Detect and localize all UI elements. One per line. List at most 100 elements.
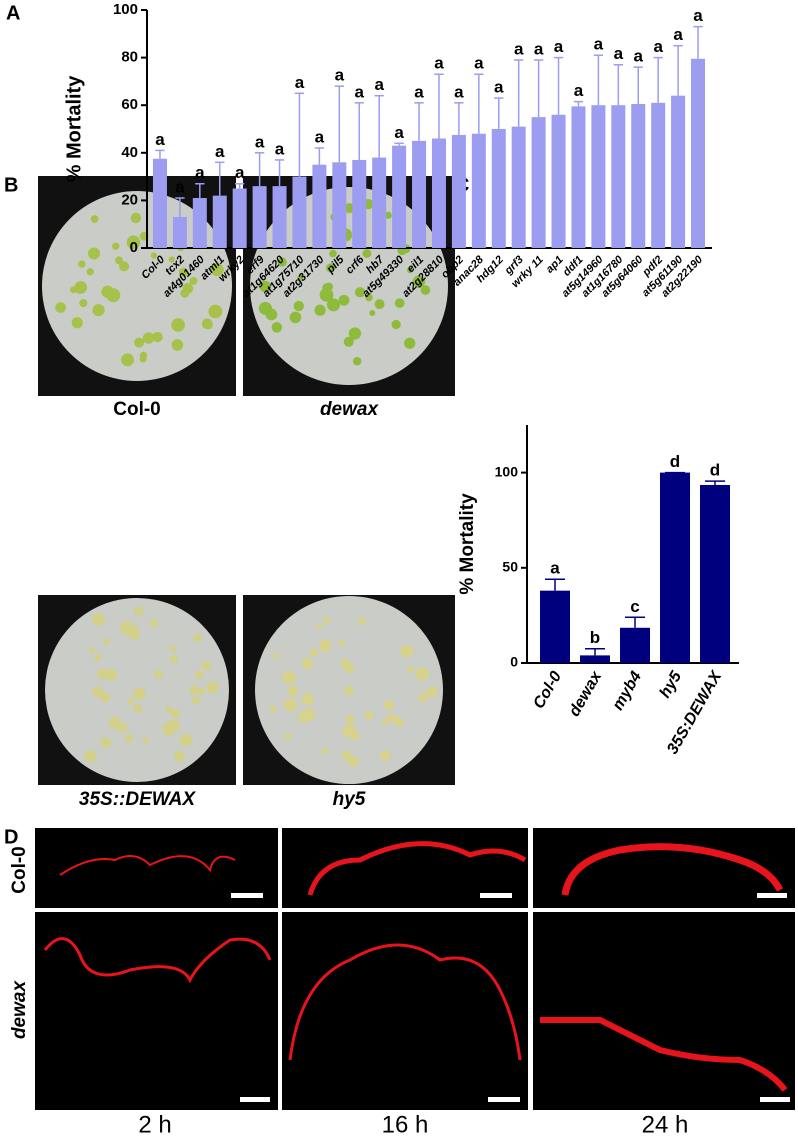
seedling xyxy=(352,357,362,366)
seedling xyxy=(284,733,292,741)
seedling xyxy=(71,317,83,329)
y-tick-label: 60 xyxy=(121,96,138,113)
seedling xyxy=(391,319,401,330)
seedling xyxy=(416,278,424,286)
seedling xyxy=(297,274,304,281)
seedling xyxy=(309,648,319,657)
y-tick-label: 100 xyxy=(113,1,138,18)
seedling xyxy=(365,293,373,302)
y-axis-label: % Mortality xyxy=(457,493,478,595)
bar xyxy=(611,105,626,248)
bar xyxy=(372,157,387,248)
seedling xyxy=(208,304,223,319)
seedling xyxy=(192,633,203,643)
significance-letter: a xyxy=(235,163,245,182)
bar xyxy=(591,105,606,248)
bar xyxy=(451,134,466,248)
cell-outline xyxy=(561,843,784,896)
scale-bar xyxy=(757,893,787,898)
row-label: Col-0 xyxy=(9,846,30,894)
cell-outline xyxy=(540,1017,788,1092)
seedling xyxy=(142,332,155,344)
seedling xyxy=(404,337,416,349)
seedling xyxy=(354,287,366,298)
seedling xyxy=(344,685,354,696)
significance-letter: a xyxy=(355,82,365,101)
seedling xyxy=(92,303,105,317)
seedling xyxy=(210,263,224,277)
y-tick-label: 40 xyxy=(121,144,138,161)
seedling xyxy=(415,667,430,681)
seedling xyxy=(100,692,111,703)
significance-letter: a xyxy=(335,66,345,85)
seedling xyxy=(347,755,360,767)
seedling xyxy=(271,322,283,333)
seedling xyxy=(348,327,362,340)
seedling xyxy=(101,285,114,298)
cell-outline xyxy=(288,943,522,1061)
significance-letter: a xyxy=(534,39,544,58)
scale-bar xyxy=(488,1097,520,1102)
significance-letter: a xyxy=(653,37,663,56)
bar xyxy=(631,104,646,248)
significance-letter: a xyxy=(434,54,444,73)
seedling xyxy=(345,715,355,724)
seedling xyxy=(169,654,178,663)
seedling xyxy=(325,263,336,273)
significance-letter: a xyxy=(494,78,504,97)
seedling xyxy=(165,705,173,713)
seedling xyxy=(92,686,104,698)
bar xyxy=(152,158,167,248)
significance-letter: a xyxy=(554,37,564,56)
bar xyxy=(392,145,407,248)
seedling xyxy=(129,625,140,636)
x-tick-label: hy5 xyxy=(657,668,686,701)
seedling xyxy=(283,698,298,712)
seedling xyxy=(55,302,66,313)
seedling xyxy=(171,318,185,332)
bar xyxy=(192,198,207,248)
seedling xyxy=(88,647,95,654)
seedling xyxy=(79,299,88,308)
seedling xyxy=(301,693,315,706)
y-tick-label: 20 xyxy=(121,191,138,208)
seedling xyxy=(277,257,287,267)
seedling xyxy=(139,355,147,363)
plate-photos xyxy=(38,176,455,785)
seedling xyxy=(329,249,337,258)
cell-outline xyxy=(59,855,236,876)
seedling xyxy=(269,705,277,713)
seedling xyxy=(382,717,389,725)
significance-letter: a xyxy=(275,139,285,158)
bar xyxy=(212,195,227,248)
seedling xyxy=(134,606,144,616)
seedling xyxy=(171,339,184,351)
seedling xyxy=(142,737,149,744)
seedling xyxy=(426,686,438,698)
cell-outline xyxy=(43,937,272,984)
seedling xyxy=(130,212,142,224)
seedling xyxy=(103,637,110,645)
seedling xyxy=(78,260,86,268)
plate-label: dewax xyxy=(320,399,380,420)
significance-letter: a xyxy=(673,25,683,44)
bar xyxy=(540,590,570,663)
seedling xyxy=(287,685,299,697)
bar xyxy=(471,133,486,248)
seedling xyxy=(121,353,134,367)
seedling xyxy=(170,709,181,719)
bar xyxy=(531,117,546,248)
seedling xyxy=(345,663,355,673)
seedling xyxy=(84,750,97,763)
seedling xyxy=(316,622,323,629)
seedling xyxy=(420,285,431,295)
significance-letter: b xyxy=(590,628,600,647)
significance-letter: a xyxy=(374,75,384,94)
photo xyxy=(282,912,528,1110)
photo xyxy=(533,912,795,1110)
bar xyxy=(252,186,267,248)
bar xyxy=(691,58,706,248)
bar xyxy=(332,162,347,248)
x-tick-label: dewax xyxy=(566,668,606,720)
